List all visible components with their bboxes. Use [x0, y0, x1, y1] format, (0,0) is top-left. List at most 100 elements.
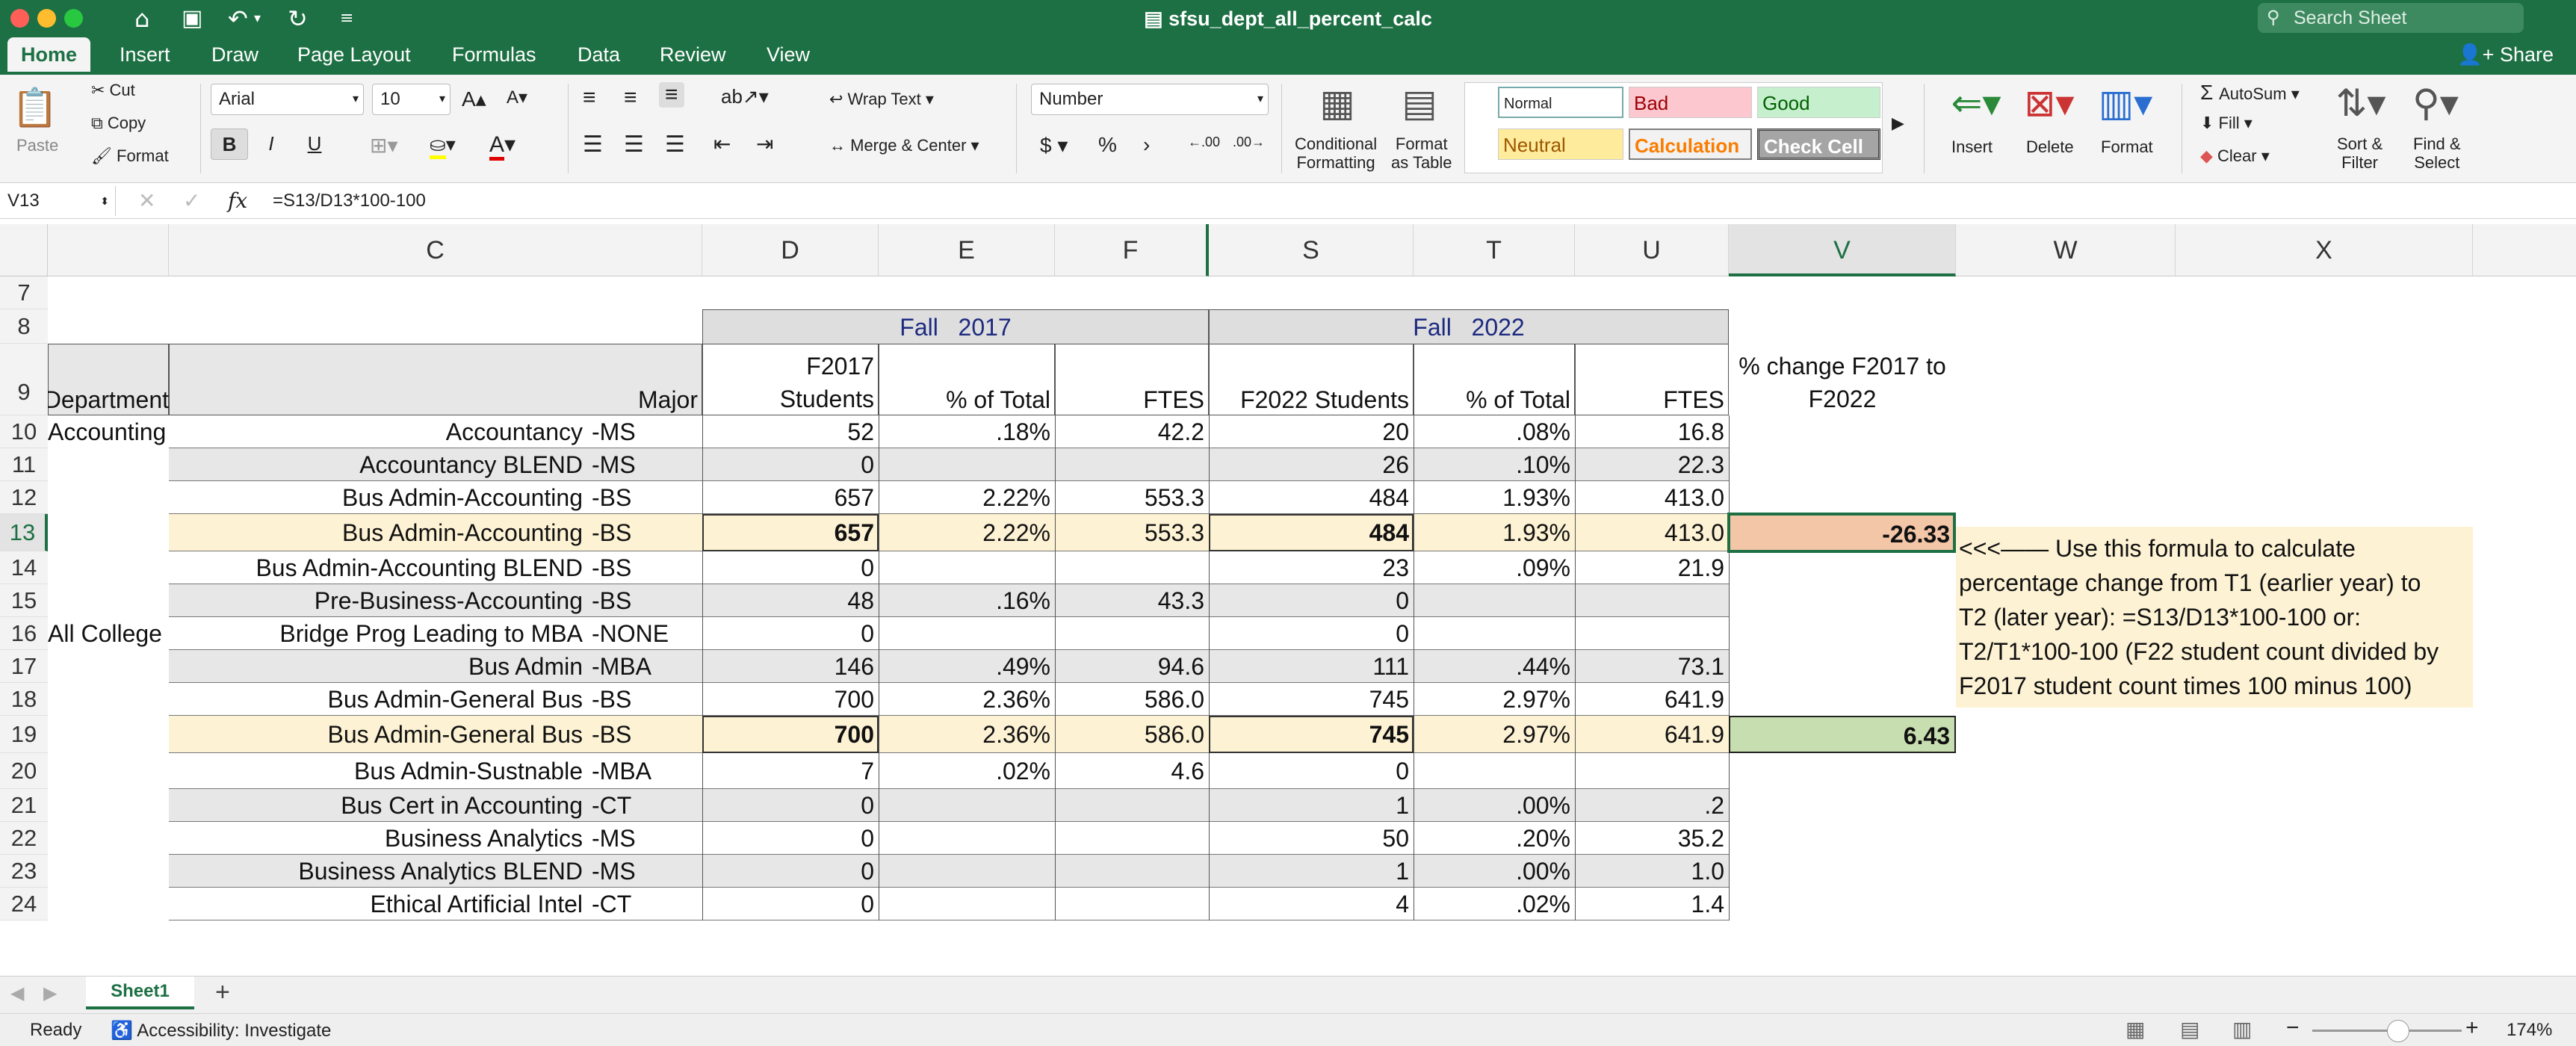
cell-major[interactable]: Ethical Artificial Intel	[370, 891, 583, 917]
cell-ftes-2022[interactable]: 73.1	[1677, 653, 1724, 680]
insert-cells-button[interactable]: Insert	[1951, 137, 1993, 156]
row-header-17[interactable]: 17	[0, 650, 48, 683]
row-header-10[interactable]: 10	[0, 415, 48, 448]
cell-f2022-students[interactable]: 745	[1369, 721, 1409, 748]
cell-f2022-students[interactable]: 20	[1382, 418, 1409, 445]
undo-icon[interactable]: ↶	[228, 4, 248, 33]
cell-f2017-students[interactable]: 700	[834, 686, 874, 713]
column-header-blank[interactable]	[48, 224, 169, 276]
style-calculation[interactable]: Calculation	[1629, 129, 1752, 160]
cell-ftes-2017[interactable]	[1055, 888, 1209, 920]
row-header-22[interactable]: 22	[0, 822, 48, 855]
cell-degree[interactable]: -BS	[592, 519, 632, 546]
ftes-2022-header-cell[interactable]	[1575, 344, 1729, 415]
cell-f2022-students[interactable]: 50	[1382, 825, 1409, 852]
normal-view-icon[interactable]: ▦	[2125, 1018, 2146, 1041]
customize-toolbar-icon[interactable]: ≡	[340, 9, 354, 28]
cell-department[interactable]: All College	[48, 620, 162, 647]
font-name-select[interactable]: Arial ▾	[211, 84, 364, 115]
cell-f2017-students[interactable]: 657	[834, 484, 874, 511]
cell-ftes-2022[interactable]: .2	[1704, 792, 1724, 819]
cell-pct-total-2017[interactable]: 2.36%	[982, 686, 1050, 713]
align-left-icon[interactable]: ☰	[583, 132, 603, 157]
prev-sheet-icon[interactable]: ◀	[10, 983, 25, 1003]
accessibility-status[interactable]: ♿ Accessibility: Investigate	[111, 1020, 331, 1042]
row-header-14[interactable]: 14	[0, 551, 48, 584]
cell-f2022-students[interactable]: 0	[1396, 758, 1409, 784]
column-header-c[interactable]: C	[169, 224, 702, 276]
cancel-formula-icon[interactable]: ✕	[138, 189, 156, 212]
comma-style-button[interactable]: ›	[1143, 133, 1151, 156]
cell-major[interactable]: Accountancy	[445, 418, 583, 445]
cell-f2017-students[interactable]: 0	[861, 554, 874, 581]
cell-department[interactable]	[48, 822, 169, 855]
cell-f2017-students[interactable]: 0	[861, 620, 874, 647]
cell-ftes-2022[interactable]: 21.9	[1677, 554, 1724, 581]
align-top-icon[interactable]: ≡	[583, 85, 596, 110]
cell-pct-total-2017[interactable]: .16%	[996, 587, 1050, 614]
format-as-table-icon[interactable]: ▤	[1402, 81, 1437, 125]
cell-pct-total-2022[interactable]: 2.97%	[1502, 686, 1570, 713]
orientation-icon[interactable]: ab↗▾	[721, 85, 769, 108]
cell-f2022-students[interactable]: 1	[1396, 792, 1409, 819]
zoom-slider-thumb[interactable]	[2387, 1020, 2409, 1042]
paste-icon[interactable]: 📋	[11, 86, 59, 129]
decrease-indent-icon[interactable]: ⇤	[713, 132, 731, 155]
cell-department[interactable]	[48, 514, 169, 551]
percent-button[interactable]: %	[1098, 133, 1117, 156]
cell-department[interactable]	[48, 888, 169, 920]
tab-page-layout[interactable]: Page Layout	[297, 43, 411, 66]
cell-pct-change[interactable]	[1729, 617, 1956, 650]
cell-department[interactable]	[48, 716, 169, 753]
cell-department[interactable]	[48, 683, 169, 716]
style-bad[interactable]: Bad	[1629, 87, 1752, 118]
cell-pct-change[interactable]	[1729, 789, 1956, 822]
style-good[interactable]: Good	[1757, 87, 1880, 118]
cell-pct-change[interactable]	[1729, 584, 1956, 617]
column-header-w[interactable]: W	[1956, 224, 2176, 276]
cell-pct-total-2017[interactable]	[879, 888, 1055, 920]
cell-ftes-2022[interactable]: 16.8	[1677, 418, 1724, 445]
wrap-text-button[interactable]: ↩ Wrap Text ▾	[829, 90, 934, 108]
cell-ftes-2017[interactable]	[1055, 789, 1209, 822]
cell-ftes-2022[interactable]	[1575, 753, 1729, 789]
major-header-cell[interactable]	[169, 344, 702, 415]
cell-ftes-2022[interactable]	[1575, 617, 1729, 650]
tab-home[interactable]: Home	[7, 37, 91, 75]
cell-pct-total-2017[interactable]	[879, 448, 1055, 481]
conditional-formatting-button[interactable]: Conditional Formatting	[1295, 134, 1377, 172]
font-size-select[interactable]: 10 ▾	[372, 84, 451, 115]
cell-degree[interactable]: -BS	[592, 686, 632, 713]
cell-pct-total-2017[interactable]: 2.22%	[982, 484, 1050, 511]
style-neutral[interactable]: Neutral	[1498, 129, 1623, 160]
column-header-v[interactable]: V	[1729, 224, 1956, 276]
cell-major[interactable]: Bus Admin-Accounting BLEND	[256, 554, 583, 581]
cut-button[interactable]: ✂ Cut	[91, 81, 135, 100]
cell-pct-total-2022[interactable]: .02%	[1516, 891, 1570, 917]
cell-department[interactable]	[48, 855, 169, 888]
cell-major[interactable]: Business Analytics	[384, 825, 583, 852]
cell-degree[interactable]: -CT	[592, 792, 632, 819]
decrease-font-icon[interactable]: A▾	[507, 87, 528, 108]
cell-pct-total-2022[interactable]: .20%	[1516, 825, 1570, 852]
cell-degree[interactable]: -MBA	[592, 758, 651, 784]
cell-major[interactable]: Bus Admin-Accounting	[342, 484, 583, 511]
cell-pct-change[interactable]	[1729, 888, 1956, 920]
row-header-24[interactable]: 24	[0, 888, 48, 920]
next-sheet-icon[interactable]: ▶	[43, 983, 58, 1003]
cell-pct-change[interactable]	[1729, 481, 1956, 514]
find-select-button[interactable]: Find & Select	[2413, 134, 2461, 172]
cell-degree[interactable]: -MS	[592, 825, 636, 852]
zoom-window-button[interactable]	[64, 9, 83, 28]
cell-degree[interactable]: -NONE	[592, 620, 669, 647]
bold-button[interactable]: B	[211, 129, 248, 160]
cell-ftes-2017[interactable]: 586.0	[1144, 686, 1204, 713]
close-window-button[interactable]	[10, 9, 29, 28]
cell-pct-total-2017[interactable]	[879, 822, 1055, 855]
cell-ftes-2017[interactable]: 586.0	[1144, 721, 1204, 748]
page-break-view-icon[interactable]: ▥	[2232, 1018, 2253, 1041]
row-header-9[interactable]: 9	[0, 344, 48, 415]
row-header-13[interactable]: 13	[0, 514, 48, 551]
style-normal[interactable]: Normal	[1498, 87, 1623, 118]
cell-pct-total-2022[interactable]: 1.93%	[1502, 484, 1570, 511]
